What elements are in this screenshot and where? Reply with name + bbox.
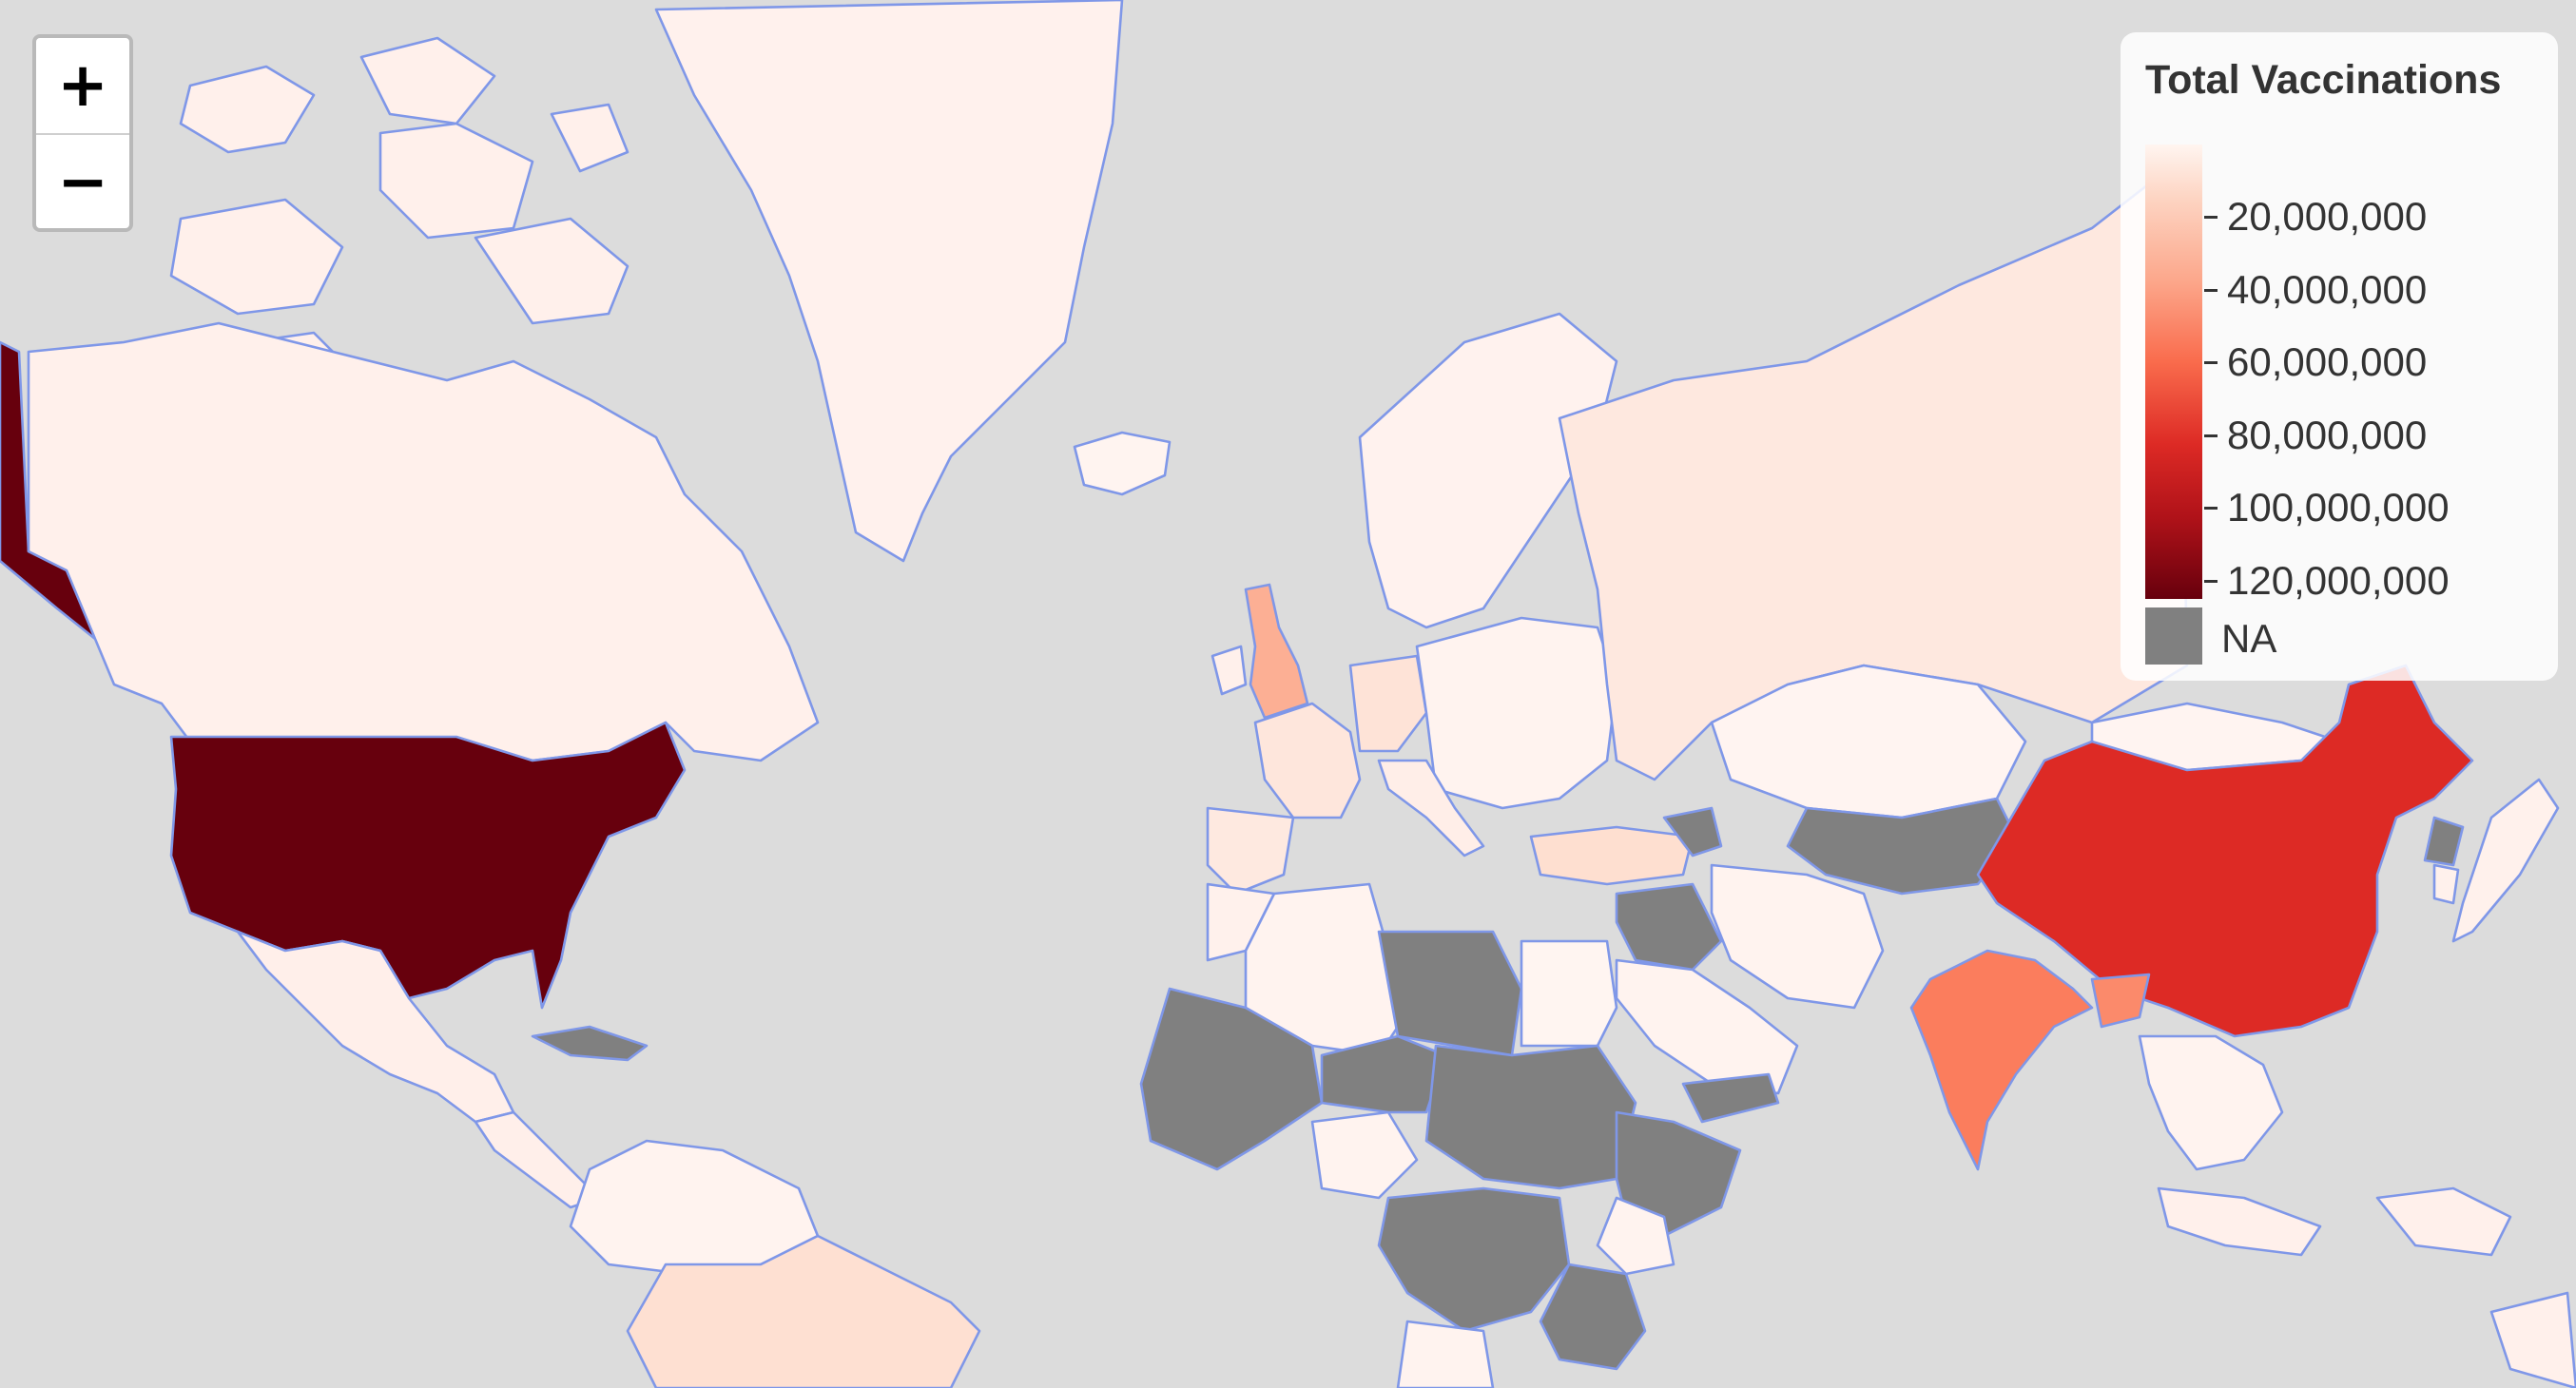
country-central-asia-na[interactable] [1662, 797, 2018, 896]
country-central-europe[interactable] [1415, 616, 1618, 810]
country-ireland[interactable] [1211, 645, 1248, 696]
country-egypt[interactable] [1520, 939, 1618, 1048]
country-cuba[interactable] [531, 1025, 649, 1062]
legend-color-scale [2145, 145, 2202, 599]
country-japan[interactable] [2451, 778, 2560, 943]
country-west-africa-na[interactable] [1139, 987, 1324, 1171]
country-turkey[interactable] [1529, 825, 1695, 886]
legend-tick-mark [2204, 507, 2218, 511]
country-angola[interactable] [1396, 1320, 1495, 1388]
country-united-kingdom[interactable] [1244, 583, 1309, 720]
country-ethiopia-somalia-na[interactable] [1615, 1110, 1742, 1238]
country-congo-na[interactable] [1377, 1186, 1571, 1333]
legend-tick-label: 100,000,000 [2227, 485, 2450, 530]
country-scandinavia[interactable] [1358, 312, 1618, 629]
country-germany[interactable] [1348, 654, 1428, 753]
country-china[interactable] [1976, 664, 2474, 1038]
country-yemen-na[interactable] [1681, 1072, 1780, 1124]
legend-tick-mark [2204, 361, 2218, 365]
legend-tick-label: 60,000,000 [2227, 339, 2428, 385]
country-southeast-asia[interactable] [2138, 1034, 2284, 1171]
country-iran[interactable] [1710, 863, 1885, 1010]
country-libya[interactable] [1377, 930, 1523, 1057]
country-italy[interactable] [1377, 759, 1485, 858]
country-iceland[interactable] [1073, 431, 1172, 496]
legend-tick-mark [2204, 288, 2218, 292]
country-greenland[interactable] [654, 0, 1124, 563]
country-canadian-arctic-archipelago[interactable] [169, 36, 629, 401]
legend-title: Total Vaccinations [2145, 57, 2502, 103]
zoom-control: + − [32, 34, 133, 232]
legend-tick-mark [2204, 579, 2218, 583]
country-nigeria[interactable] [1310, 1110, 1419, 1200]
legend-tick-label: 120,000,000 [2227, 557, 2450, 603]
country-kenya[interactable] [1596, 1196, 1675, 1276]
country-france[interactable] [1253, 702, 1362, 819]
legend: Total Vaccinations 20,000,000 40,000,000 6… [2121, 32, 2558, 681]
country-canada[interactable] [27, 321, 820, 762]
country-tanzania-na[interactable] [1539, 1263, 1647, 1371]
country-korea[interactable] [2432, 863, 2460, 905]
legend-tick-mark [2204, 216, 2218, 220]
country-north-korea-na[interactable] [2423, 816, 2465, 867]
country-sahel-na[interactable] [1320, 1034, 1447, 1114]
legend-na-label: NA [2221, 616, 2277, 661]
legend-tick-label: 40,000,000 [2227, 266, 2428, 312]
country-united-states[interactable] [169, 721, 687, 1010]
legend-na-swatch [2145, 607, 2202, 665]
zoom-in-button[interactable]: + [57, 50, 108, 121]
country-nepal-bangladesh[interactable] [2090, 973, 2151, 1029]
country-spain[interactable] [1206, 806, 1295, 896]
legend-tick-label: 80,000,000 [2227, 412, 2428, 457]
country-indonesia[interactable] [2157, 1186, 2576, 1388]
country-india[interactable] [1909, 949, 2094, 1171]
country-kazakhstan[interactable] [1710, 664, 2027, 819]
zoom-out-button[interactable]: − [36, 133, 129, 228]
legend-tick-mark [2204, 434, 2218, 437]
country-brazil[interactable] [626, 1234, 981, 1388]
country-saudi-arabia[interactable] [1615, 958, 1799, 1095]
legend-tick-label: 20,000,000 [2227, 194, 2428, 240]
